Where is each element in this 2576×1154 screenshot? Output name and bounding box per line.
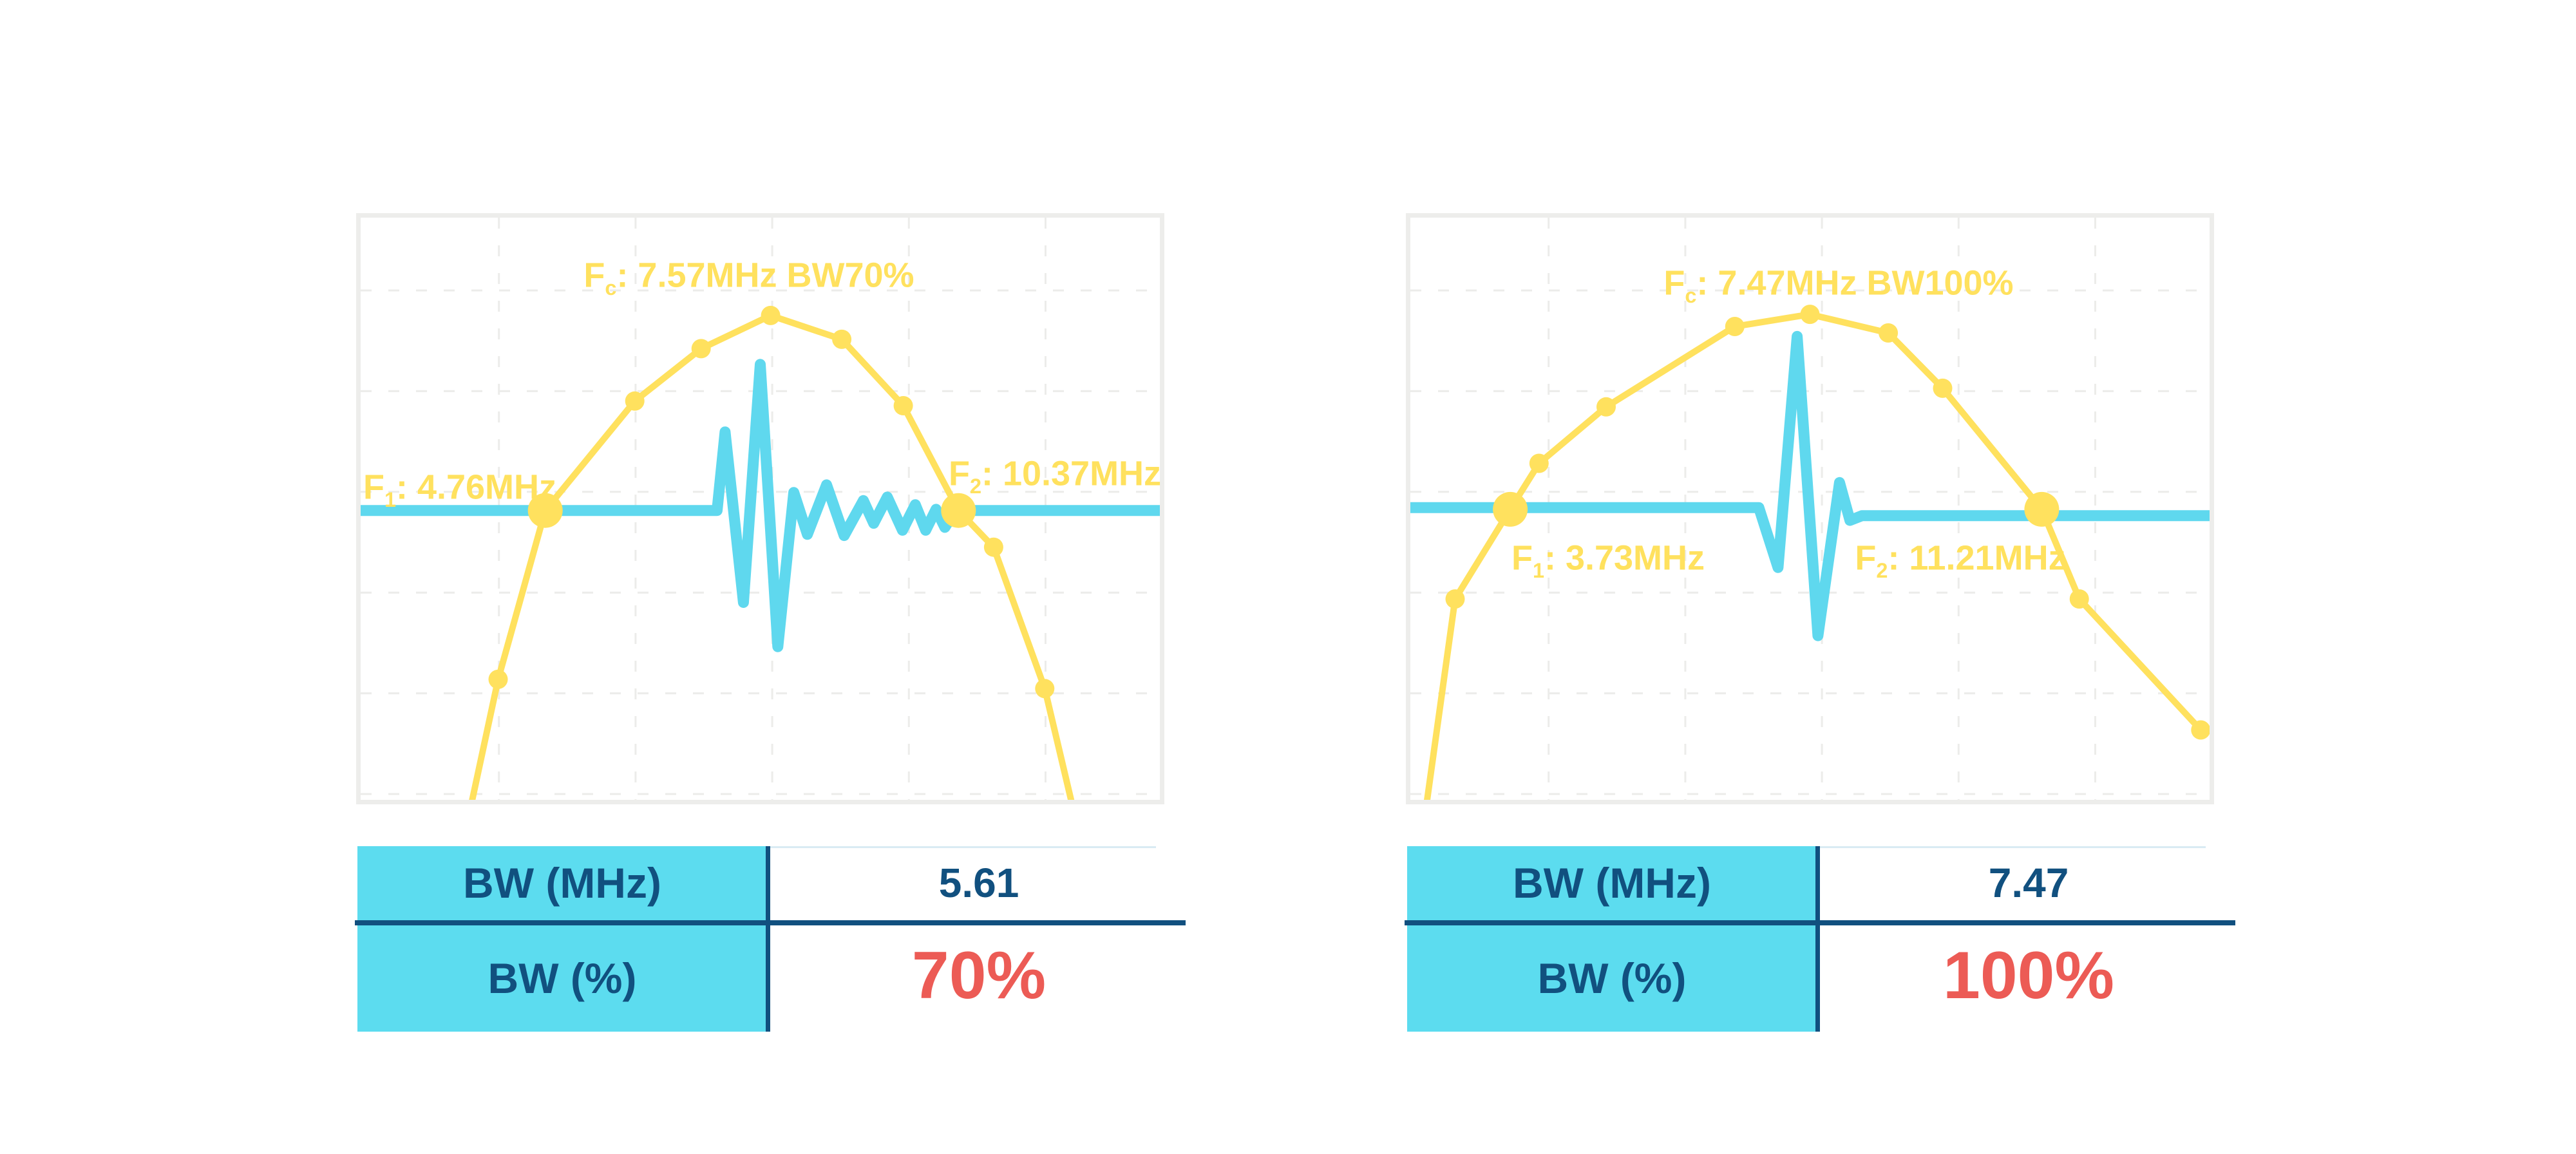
f1-annotation: F1: 3.73MHz (1511, 541, 1705, 582)
data-point-marker (832, 329, 852, 349)
data-point-marker (1596, 397, 1616, 417)
data-point-marker (1445, 589, 1465, 609)
f1-symbol: F (1511, 538, 1533, 578)
chart-panel-bw70: Fc: 7.57MHz BW70% F1: 4.76MHz F2: 10.37M… (355, 213, 1193, 1089)
fc-subscript: c (605, 276, 617, 299)
data-point-marker (761, 305, 781, 325)
data-point-marker (1879, 323, 1899, 343)
bw-mhz-value: 5.61 (938, 860, 1019, 906)
data-point-marker (2069, 589, 2089, 609)
crossing-point-marker (1493, 491, 1528, 527)
f1-subscript: 1 (384, 487, 396, 511)
f2-annotation: F2: 10.37MHz (949, 457, 1161, 497)
f1-subscript: 1 (1532, 558, 1544, 582)
bw-percent-value: 100% (1943, 938, 2114, 1013)
bw-percent-value: 70% (911, 938, 1046, 1013)
fc-subscript: c (1685, 283, 1697, 307)
bw-mhz-label: BW (MHz) (1513, 859, 1711, 907)
f1-annotation: F1: 4.76MHz (363, 470, 556, 511)
data-point-marker (893, 396, 913, 415)
table-column-divider (766, 846, 770, 1032)
fc-value: : 7.47MHz BW100% (1696, 263, 2014, 303)
f1-value: : 4.76MHz (395, 468, 557, 507)
chart-frame (356, 213, 1164, 804)
data-point-marker (1529, 453, 1549, 473)
fc-annotation: Fc: 7.57MHz BW70% (583, 258, 914, 299)
f2-symbol: F (948, 454, 970, 493)
spectrum-line (469, 312, 1075, 800)
crossing-point-marker (2024, 491, 2060, 527)
table-row-divider (1405, 920, 2235, 925)
f2-annotation: F2: 11.21MHz (1855, 541, 2065, 582)
f1-symbol: F (363, 468, 384, 507)
f2-subscript: 2 (1876, 558, 1888, 582)
bw-percent-label: BW (%) (1537, 954, 1687, 1002)
chart-frame (1406, 213, 2214, 804)
table-header-column (1407, 846, 1815, 1032)
data-point-marker (1800, 305, 1820, 325)
data-point-marker (1933, 378, 1953, 398)
table-top-rule (1820, 846, 2206, 848)
data-point-marker (691, 339, 711, 359)
spectrum-pulse-chart (1410, 218, 2210, 800)
fc-annotation: Fc: 7.47MHz BW100% (1663, 266, 2013, 307)
bw-mhz-label: BW (MHz) (463, 859, 661, 907)
fc-symbol: F (1663, 263, 1685, 303)
f2-value: : 11.21MHz (1888, 538, 2066, 578)
bw-percent-label: BW (%) (488, 954, 637, 1002)
data-point-marker (983, 537, 1003, 557)
pulse-waveform (361, 359, 1160, 652)
pulse-waveform (1410, 330, 2210, 641)
f2-value: : 10.37MHz (981, 454, 1162, 493)
table-header-column (357, 846, 766, 1032)
f2-symbol: F (1855, 538, 1877, 578)
bw-mhz-value: 7.47 (1988, 860, 2069, 906)
spectrum-pulse-chart (361, 218, 1160, 800)
data-point-marker (2191, 720, 2210, 740)
crossing-point-marker (527, 493, 563, 528)
fc-symbol: F (583, 256, 605, 295)
data-point-marker (625, 391, 645, 411)
f2-subscript: 2 (969, 474, 981, 498)
table-top-rule (770, 846, 1156, 848)
f1-value: : 3.73MHz (1544, 538, 1705, 578)
data-point-marker (1035, 679, 1055, 699)
table-column-divider (1815, 846, 1820, 1032)
fc-value: : 7.57MHz BW70% (616, 256, 914, 295)
data-point-marker (1725, 317, 1745, 336)
data-point-marker (488, 669, 508, 689)
table-row-divider (355, 920, 1186, 925)
chart-panel-bw100: Fc: 7.47MHz BW100% F1: 3.73MHz F2: 11.21… (1405, 213, 2243, 1089)
crossing-point-marker (941, 493, 976, 528)
